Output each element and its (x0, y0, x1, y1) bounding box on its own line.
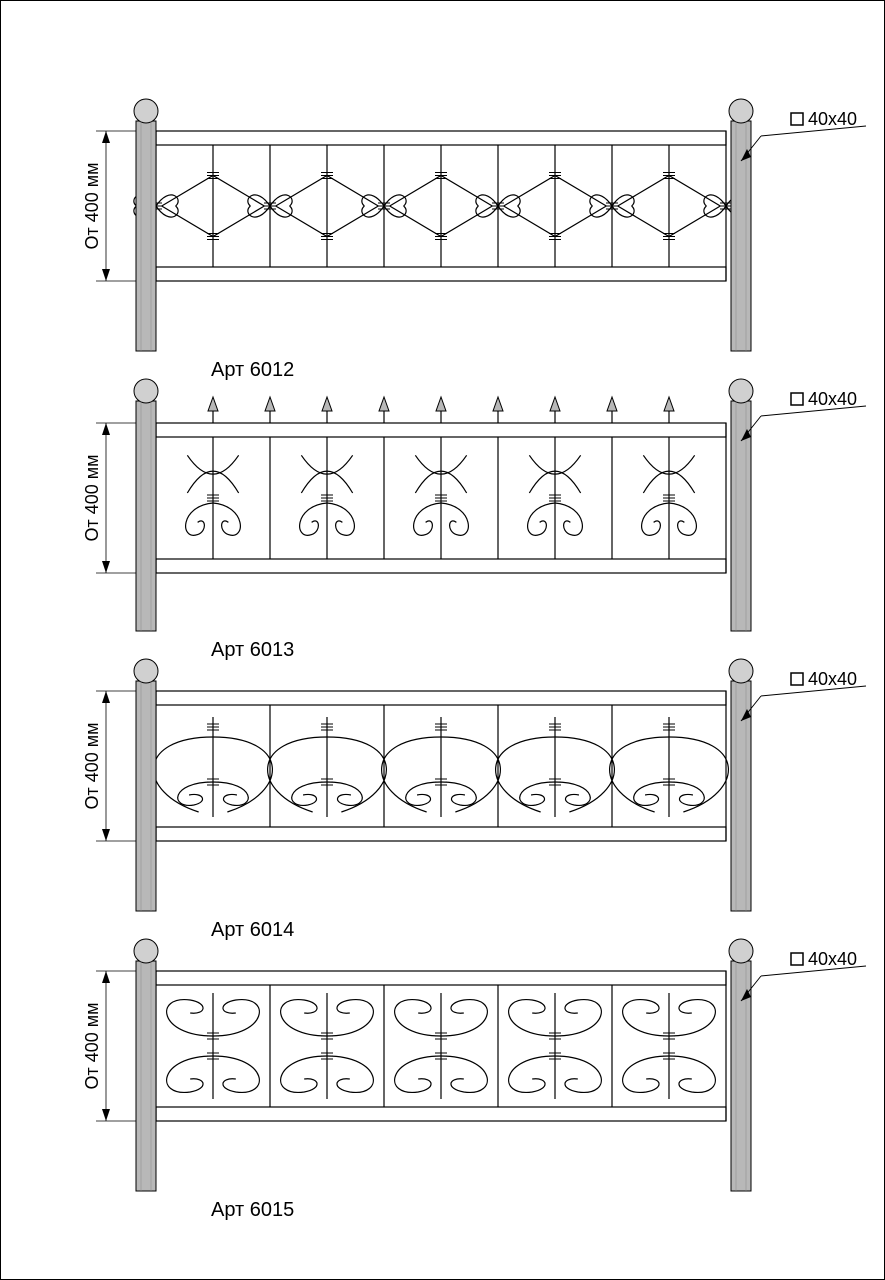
fence-svg: От 400 мм40х40 (51, 961, 841, 1211)
fence-diagram: От 400 мм40х40Арт 6013 (51, 401, 841, 651)
art-label: Арт 6014 (211, 919, 294, 942)
fence-svg: От 400 мм40х40 (51, 681, 841, 931)
fence-diagram: От 400 мм40х40Арт 6012 (51, 121, 841, 371)
fence-svg: От 400 мм40х40 (51, 401, 841, 651)
art-label: Арт 6013 (211, 639, 294, 662)
fence-diagram: От 400 мм40х40Арт 6015 (51, 961, 841, 1211)
fence-diagram: От 400 мм40х40Арт 6014 (51, 681, 841, 931)
svg-text:40х40: 40х40 (808, 669, 857, 689)
svg-text:40х40: 40х40 (808, 109, 857, 129)
svg-text:От 400 мм: От 400 мм (82, 1002, 102, 1089)
svg-text:40х40: 40х40 (808, 949, 857, 969)
svg-text:От 400 мм: От 400 мм (82, 162, 102, 249)
art-label: Арт 6012 (211, 359, 294, 382)
svg-text:От 400 мм: От 400 мм (82, 454, 102, 541)
fence-svg: От 400 мм40х40 (51, 121, 841, 371)
svg-text:40х40: 40х40 (808, 389, 857, 409)
art-label: Арт 6015 (211, 1199, 294, 1222)
svg-text:От 400 мм: От 400 мм (82, 722, 102, 809)
